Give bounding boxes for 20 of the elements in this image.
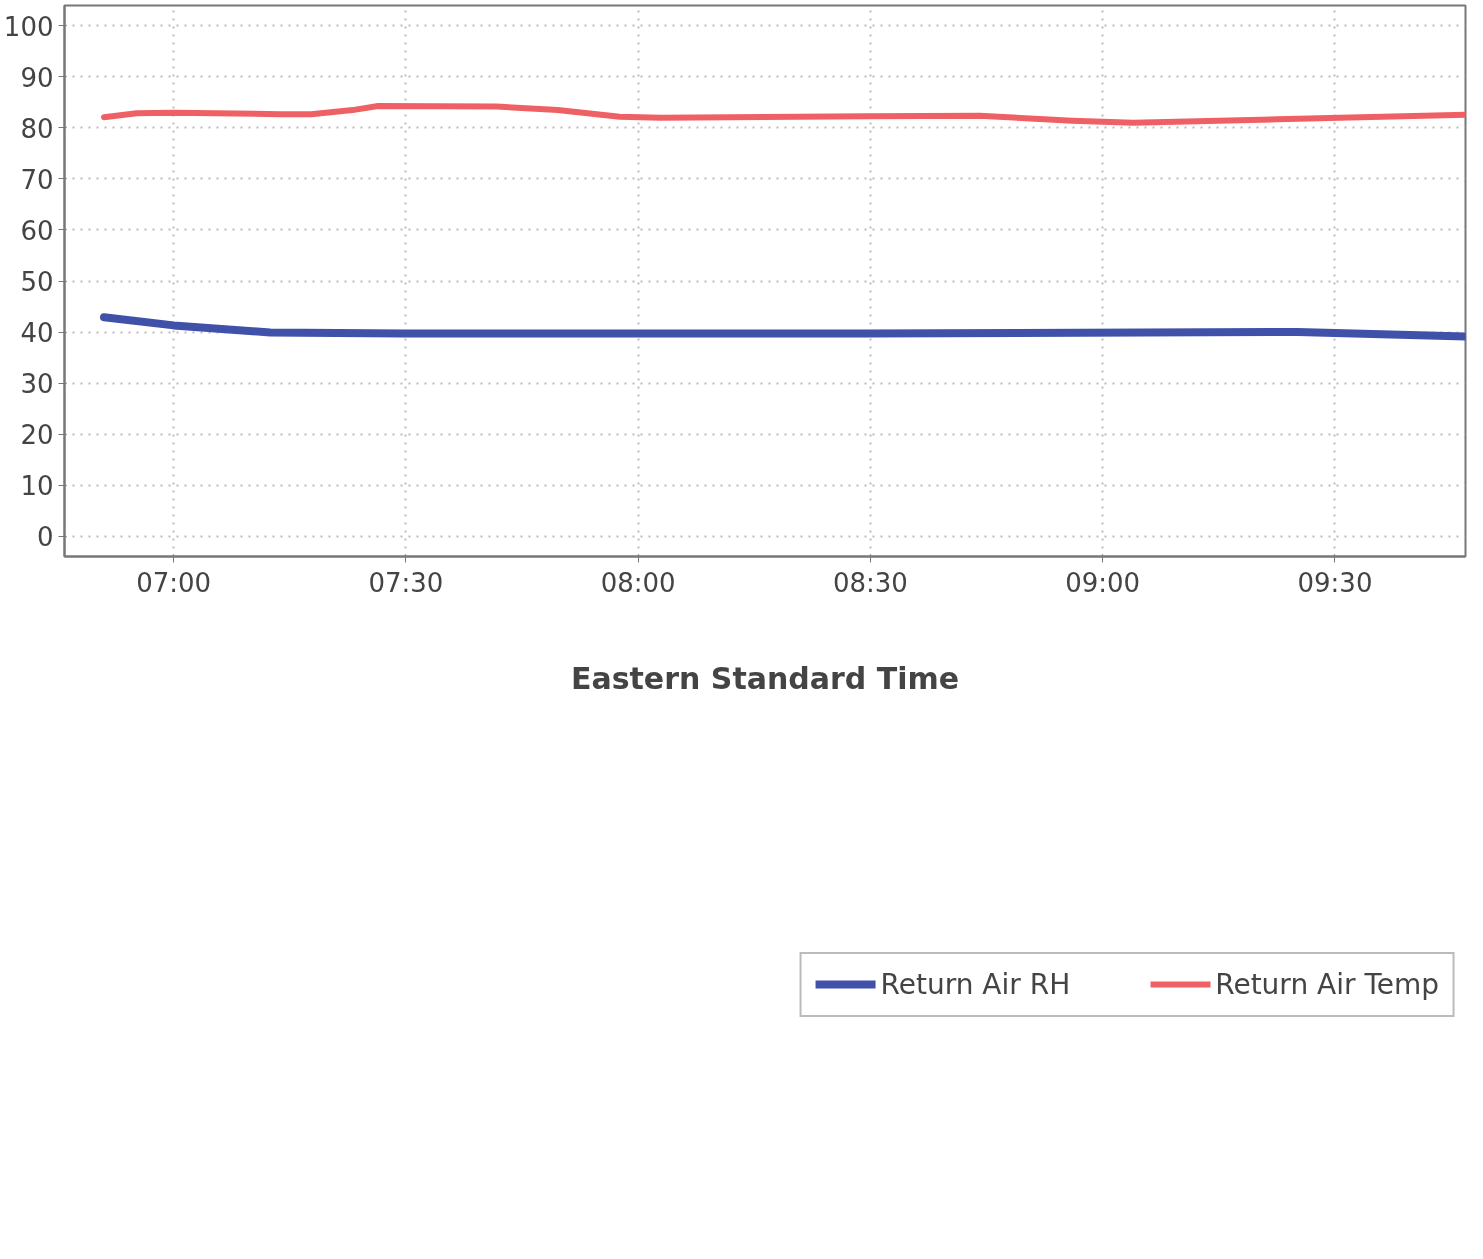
y-tick-label: 20: [20, 420, 54, 451]
y-tick-label: 30: [20, 369, 54, 400]
y-tick-label: 10: [20, 471, 54, 502]
x-tick-label: 07:30: [368, 567, 444, 598]
y-tick-label: 50: [20, 267, 54, 297]
legend-label: Return Air RH: [880, 967, 1071, 1001]
y-tick-label: 80: [20, 113, 54, 144]
x-tick-label: 08:30: [832, 567, 908, 598]
legend-label: Return Air Temp: [1215, 967, 1439, 1001]
y-tick-label: 0: [36, 522, 54, 553]
x-tick-label: 09:30: [1297, 567, 1373, 598]
y-tick-label: 100: [3, 11, 54, 42]
y-tick-label: 60: [20, 215, 54, 246]
x-tick-label: 07:00: [136, 567, 212, 598]
x-axis-title: Eastern Standard Time: [570, 660, 960, 696]
y-tick-label: 40: [20, 318, 54, 349]
x-tick-label: 09:00: [1065, 567, 1141, 598]
y-tick-label: 90: [20, 62, 54, 93]
x-tick-label: 08:00: [600, 567, 676, 598]
y-tick-label: 70: [20, 164, 54, 195]
